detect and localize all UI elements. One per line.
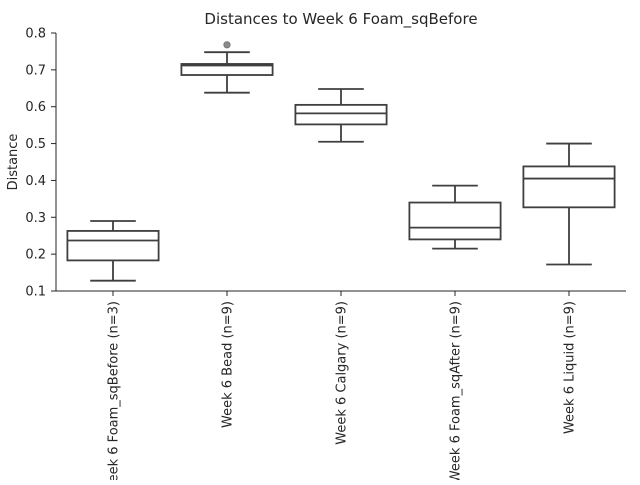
y-tick-label: 0.3 [25, 211, 46, 226]
x-tick-label: Week 6 Foam_sqAfter (n=9) [449, 301, 464, 480]
box-iqr [294, 103, 388, 126]
box-group [294, 88, 388, 143]
boxes [66, 41, 616, 282]
y-tick-label: 0.6 [25, 100, 46, 115]
x-tick-label: Week 6 Liquid (n=9) [563, 301, 578, 434]
y-tick-label: 0.4 [25, 174, 46, 189]
x-tick-label: Week 6 Foam_sqBefore (n=3) [107, 301, 122, 480]
y-ticks: 0.1 0.2 0.3 0.4 0.5 0.6 0.7 0.8 [25, 27, 56, 300]
box-iqr [180, 63, 274, 76]
box-iqr [408, 201, 502, 241]
outlier-point [223, 41, 231, 49]
x-tick-label: Week 6 Bead (n=9) [221, 301, 236, 428]
box-group [408, 184, 502, 250]
box-iqr [522, 165, 616, 209]
y-axis-label: Distance [6, 134, 21, 191]
y-tick-label: 0.7 [25, 63, 46, 78]
x-ticks: Week 6 Foam_sqBefore (n=3) Week 6 Bead (n… [107, 291, 578, 485]
y-tick-label: 0.5 [25, 137, 46, 152]
chart-title: Distances to Week 6 Foam_sqBefore [204, 10, 477, 29]
y-tick-label: 0.8 [25, 27, 46, 42]
x-tick-label: Week 6 Calgary (n=9) [335, 301, 350, 445]
y-tick-label: 0.2 [25, 248, 46, 263]
box-group [180, 41, 274, 94]
y-tick-label: 0.1 [25, 285, 46, 300]
box-group [522, 142, 616, 266]
box-group [66, 220, 160, 282]
box-iqr [66, 230, 160, 262]
